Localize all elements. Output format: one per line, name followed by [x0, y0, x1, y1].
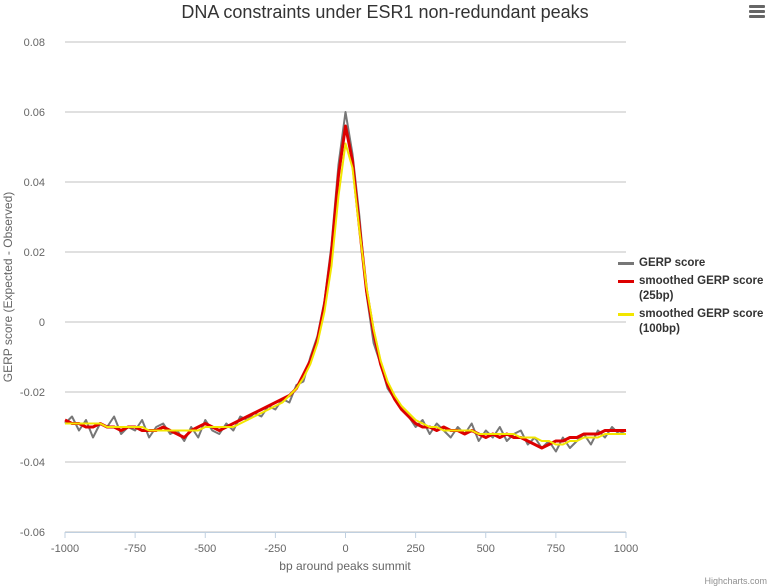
legend-item[interactable]: smoothed GERP score (100bp): [618, 307, 770, 337]
legend-label: smoothed GERP score (25bp): [639, 275, 764, 302]
y-tick-label: 0.02: [24, 247, 45, 259]
series-line: [64, 124, 626, 450]
series-line: [65, 142, 626, 446]
x-tick-label: 1000: [614, 543, 638, 555]
legend-label: GERP score: [639, 257, 706, 269]
y-tick-label: 0.08: [24, 37, 45, 49]
y-tick-label: 0: [39, 317, 45, 329]
x-axis-title: bp around peaks summit: [279, 559, 411, 573]
menu-button[interactable]: [749, 5, 765, 20]
x-tick-label: -1000: [51, 543, 79, 555]
legend-swatch: [618, 280, 634, 283]
y-tick-label: 0.06: [24, 107, 45, 119]
legend-swatch: [618, 262, 634, 265]
x-tick-label: -750: [124, 543, 146, 555]
legend: GERP score smoothed GERP score (25bp) smoo…: [618, 256, 770, 340]
series-line: [64, 111, 627, 453]
legend-item[interactable]: GERP score: [618, 256, 770, 271]
y-axis-title: GERP score (Expected - Observed): [1, 192, 15, 383]
legend-item[interactable]: smoothed GERP score (25bp): [618, 274, 770, 304]
x-tick-label: 0: [342, 543, 348, 555]
y-tick-label: -0.02: [20, 387, 45, 399]
credits[interactable]: Highcharts.com: [704, 576, 767, 586]
y-tick-label: 0.04: [24, 177, 45, 189]
x-tick-label: -250: [264, 543, 286, 555]
chart-title: DNA constraints under ESR1 non-redundant…: [181, 2, 588, 22]
legend-label: smoothed GERP score (100bp): [639, 308, 764, 335]
x-tick-label: 750: [547, 543, 565, 555]
x-tick-label: 500: [477, 543, 495, 555]
y-tick-label: -0.04: [20, 457, 45, 469]
x-tick-label: -500: [194, 543, 216, 555]
x-tick-label: 250: [406, 543, 424, 555]
y-tick-label: -0.06: [20, 527, 45, 539]
legend-swatch: [618, 313, 634, 316]
